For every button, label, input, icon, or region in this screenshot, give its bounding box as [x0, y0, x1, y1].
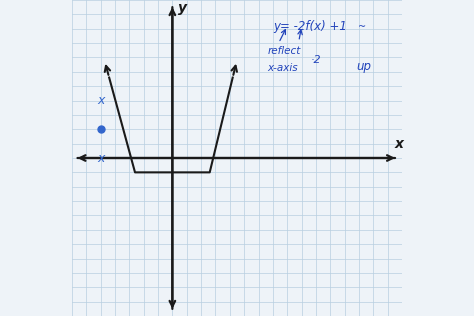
- Text: x: x: [97, 151, 104, 165]
- Text: x: x: [97, 94, 104, 107]
- Text: up: up: [356, 60, 371, 73]
- Text: ·2: ·2: [310, 55, 321, 64]
- Text: x: x: [395, 137, 404, 151]
- Text: ~: ~: [358, 21, 366, 32]
- Text: reflect: reflect: [267, 46, 301, 56]
- Text: y= -2f(x) +1: y= -2f(x) +1: [273, 20, 347, 33]
- Text: y: y: [178, 2, 187, 15]
- Text: x-axis: x-axis: [267, 63, 298, 73]
